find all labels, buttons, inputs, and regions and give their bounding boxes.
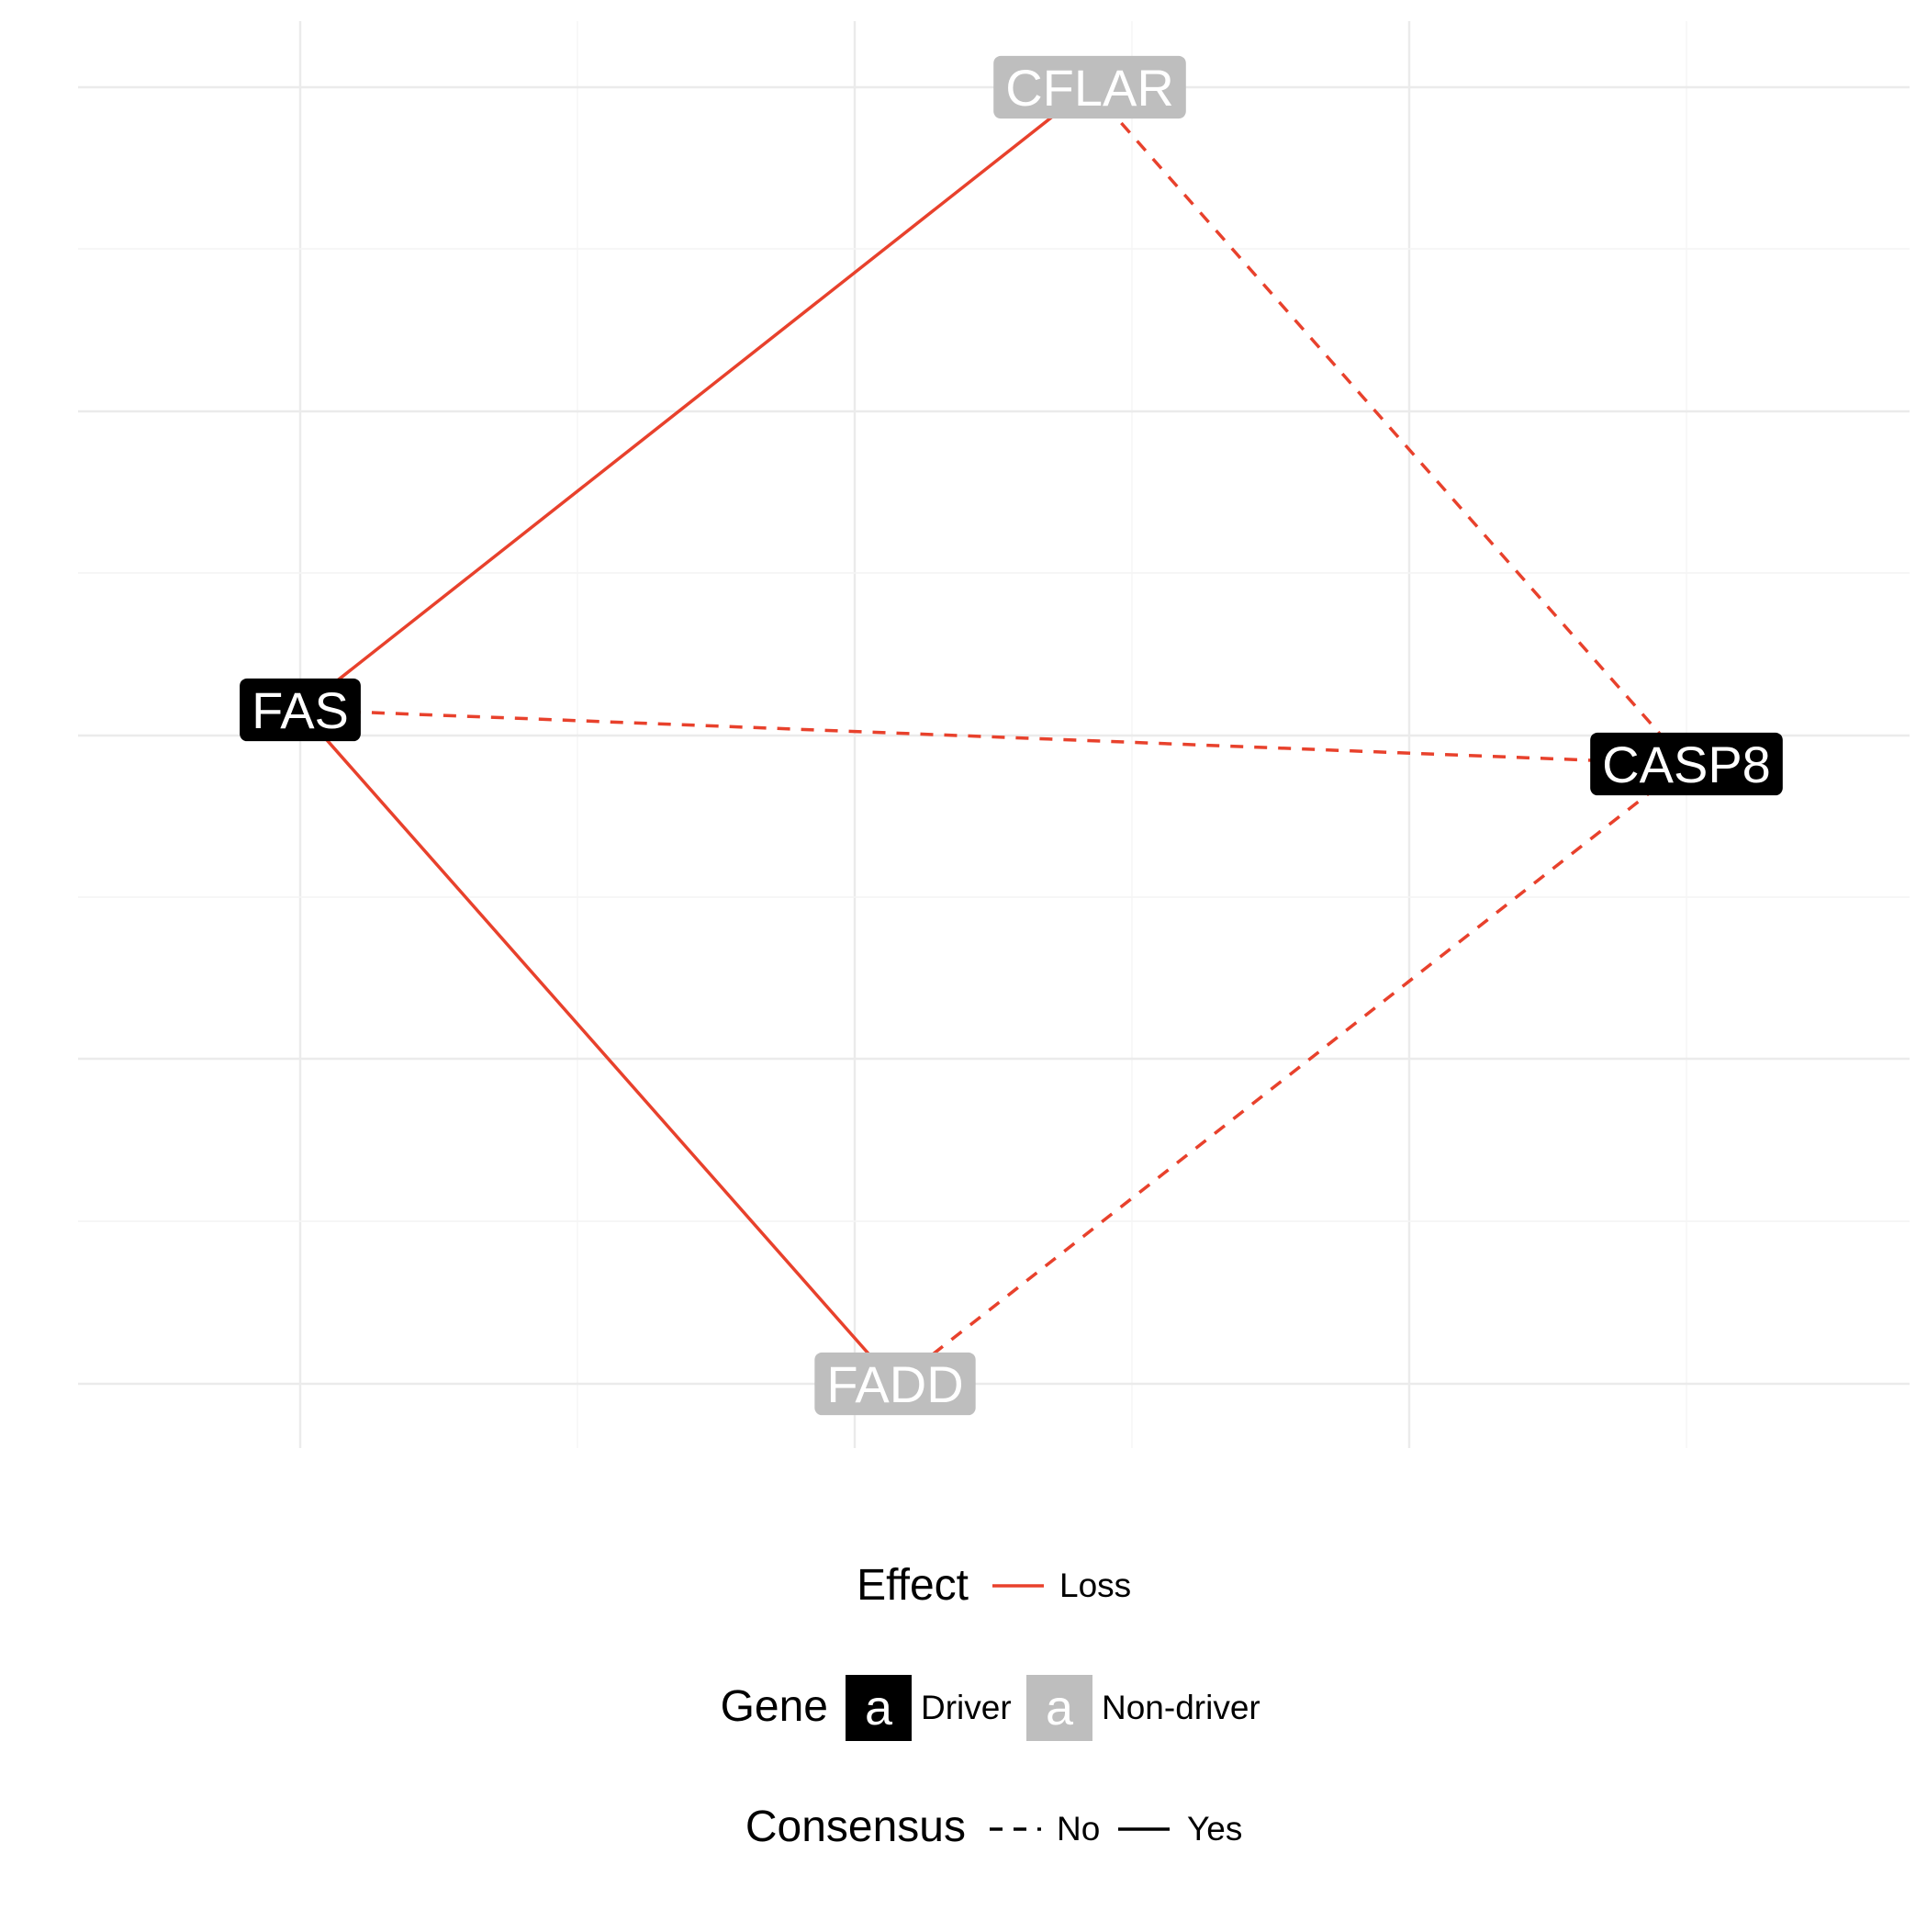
node-label-text: FAS — [252, 681, 349, 739]
node-cflar: CFLAR — [993, 55, 1186, 119]
legend-consensus-label-yes: Yes — [1187, 1810, 1242, 1848]
node-label-box — [1590, 732, 1783, 796]
legend-consensus-label-no: No — [1057, 1810, 1100, 1848]
node-fas: FAS — [240, 678, 361, 742]
legend-gene-label-driver: Driver — [921, 1689, 1012, 1726]
edge-fadd-casp8 — [893, 762, 1688, 1386]
edge-fas-fadd — [298, 708, 897, 1386]
legend-consensus-title: Consensus — [745, 1803, 966, 1851]
edge-fas-cflar — [298, 85, 1092, 712]
legend-consensus: Consensus No Yes — [745, 1803, 1243, 1851]
legend-gene-label-non-driver: Non-driver — [1102, 1689, 1260, 1726]
legend-gene-title: Gene — [721, 1682, 828, 1731]
legend-gene-key-driver — [846, 1675, 912, 1741]
node-label-box — [814, 1352, 976, 1416]
edge-fas-casp8 — [299, 708, 1687, 766]
legend-gene-key-driver-glyph: a — [865, 1680, 893, 1735]
node-label-text: CFLAR — [1005, 59, 1174, 117]
node-casp8: CASP8 — [1590, 732, 1783, 796]
panel-grid — [78, 21, 1910, 1448]
legend-gene-key-non-driver-glyph: a — [1046, 1680, 1074, 1735]
node-label-text: FADD — [826, 1355, 963, 1413]
legend-effect-label-loss: Loss — [1059, 1567, 1131, 1604]
edge-cflar-casp8 — [1088, 85, 1688, 766]
nodes-layer: CFLAR FAS CASP8 FADD — [240, 55, 1783, 1416]
node-fadd: FADD — [814, 1352, 976, 1416]
legend-effect-title: Effect — [857, 1561, 969, 1610]
edges-layer — [298, 85, 1688, 1386]
legend-effect: Effect Loss — [857, 1561, 1131, 1610]
legend-gene: Gene a Driver a Non-driver — [721, 1675, 1260, 1741]
node-label-box — [240, 678, 361, 742]
legend-gene-key-non-driver — [1026, 1675, 1092, 1741]
node-label-box — [993, 55, 1186, 119]
node-label-text: CASP8 — [1602, 736, 1771, 793]
